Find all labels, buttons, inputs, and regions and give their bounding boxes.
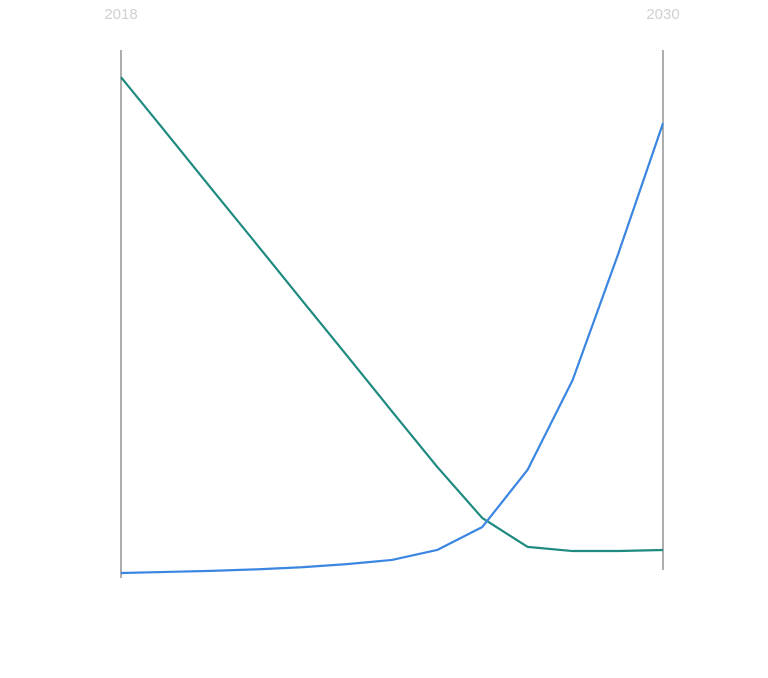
x-tick-label: 2030: [646, 6, 679, 23]
x-tick-label: 2018: [104, 6, 137, 23]
line-series: [120, 122, 665, 575]
line-series: [120, 76, 664, 553]
